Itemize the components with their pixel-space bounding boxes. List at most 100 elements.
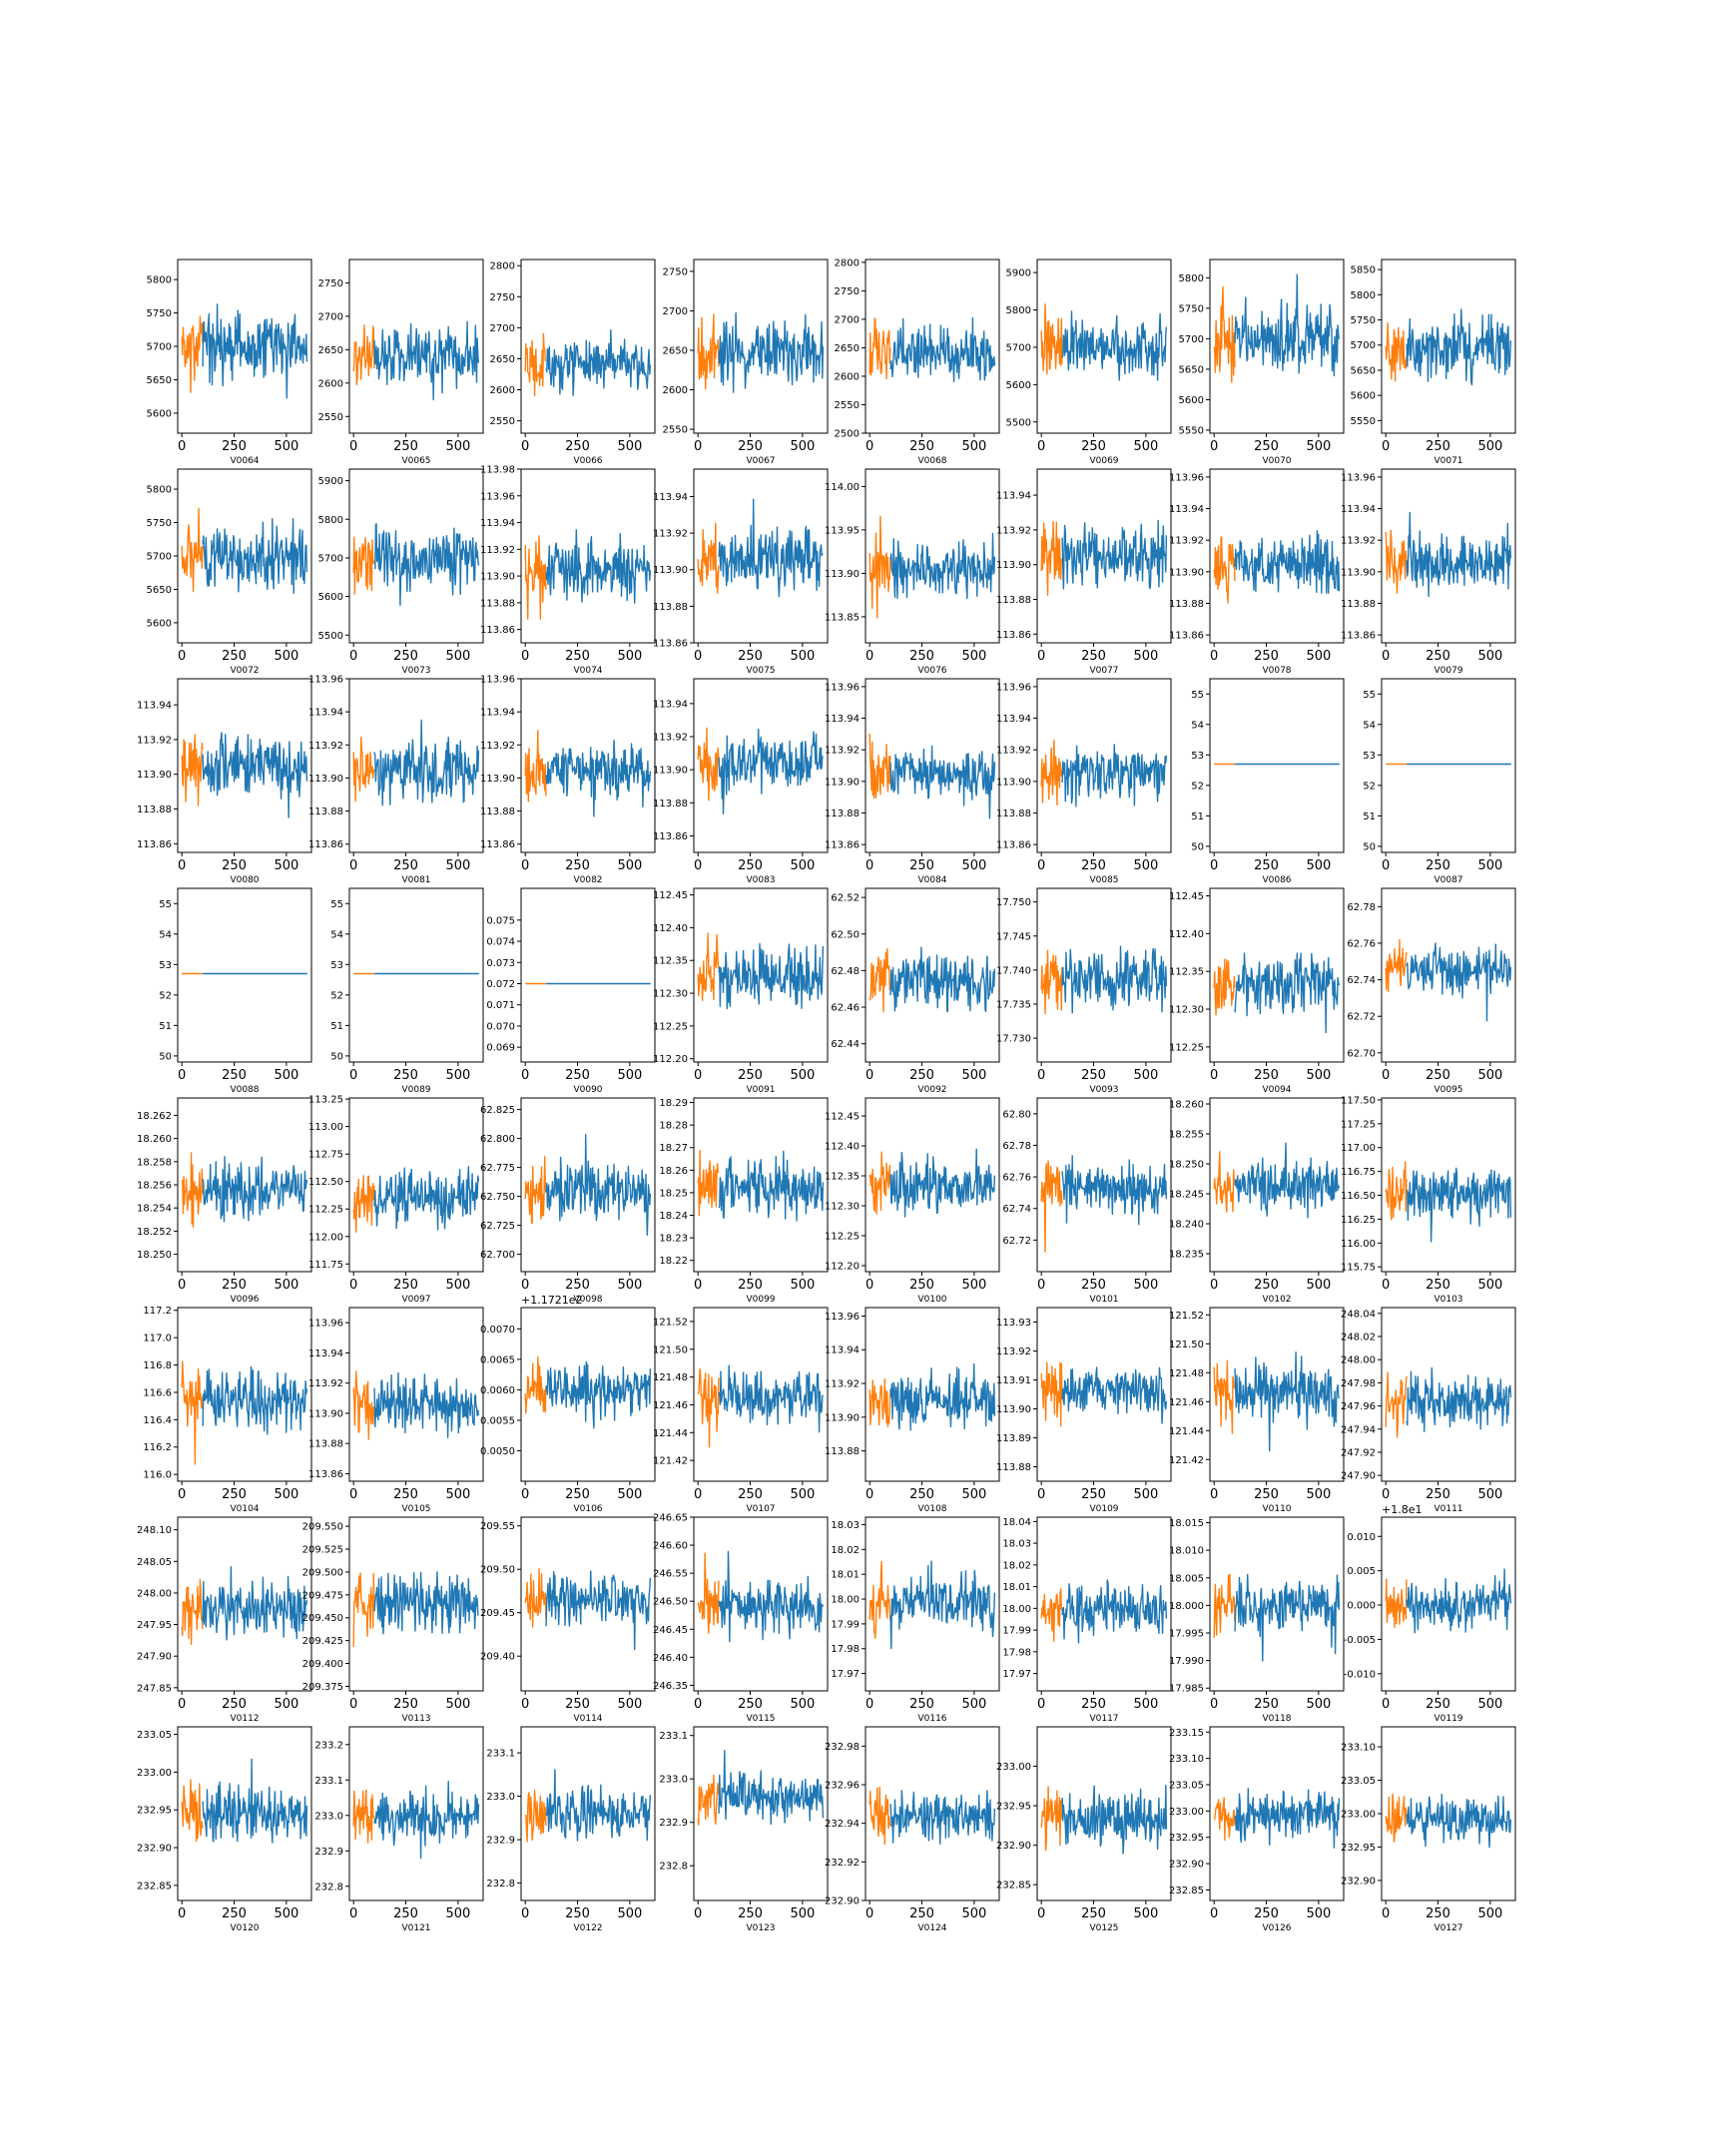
x-tick-label: 500 [617,1697,642,1712]
series-train-line [868,1151,891,1215]
y-tick-label: 17.98 [1002,1647,1031,1658]
x-axis-label: V0091 [746,1085,775,1095]
x-axis-label: V0101 [1089,1295,1118,1305]
axes-frame [693,1097,829,1273]
y-tick-label: 2750 [835,286,860,297]
x-axis-label: V0067 [746,456,775,466]
y-tick-label: 2750 [663,267,688,277]
axes-frame [1381,1307,1516,1482]
subplot-V0077: 113.86 113.88 113.90 113.92 113.94 0 250 500 V00… [996,468,1172,676]
y-tick-label: 232.8 [314,1882,343,1892]
y-tick-label: 112.35 [825,1172,860,1183]
y-tick-label: 62.800 [480,1134,515,1145]
y-tick-label: 247.95 [137,1620,172,1631]
y-tick-label: 5650 [147,375,172,386]
y-tick-label: 17.730 [996,1034,1031,1045]
y-tick-label: 53 [1363,751,1376,762]
y-tick-label: 113.96 [825,1312,860,1323]
subplot-V0126: 232.85 232.90 232.95 233.00 233.05 233.10 233.… [1169,1726,1345,1933]
subplot-V0102: 18.235 18.240 18.245 18.250 18.255 18.260 0 250… [1169,1097,1345,1305]
y-tick-label: 113.94 [308,1348,343,1359]
x-tick-label: 250 [1426,1906,1450,1921]
y-tick-label: 113.92 [653,733,688,744]
y-tick-label: 209.55 [480,1521,515,1532]
series-train-line [697,522,720,594]
y-tick-label: 0.070 [486,1021,515,1032]
series-train-line [1040,949,1063,1015]
y-tick-label: 112.45 [825,1112,860,1123]
x-axis-label: V0116 [917,1714,946,1724]
x-tick-label: 250 [909,1278,934,1293]
x-tick-label: 500 [274,1906,298,1921]
x-axis-label: V0082 [573,875,602,885]
x-tick-label: 0 [694,1697,702,1712]
x-tick-label: 0 [178,1697,186,1712]
y-tick-label: 113.92 [480,741,515,752]
x-tick-label: 500 [274,1697,298,1712]
subplot-V0108: 113.88 113.90 113.92 113.94 113.96 0 250 500 V01… [825,1307,1000,1514]
series-train-line [1385,1793,1408,1843]
y-tick-label: 209.475 [302,1590,343,1601]
y-tick-label: 2650 [490,354,515,365]
y-tick-label: 18.03 [831,1520,860,1531]
y-tick-label: 117.0 [143,1334,172,1345]
x-tick-label: 0 [694,1487,702,1502]
axes-frame [348,1726,484,1901]
subplot-V0093: 17.730 17.735 17.740 17.745 17.750 0 250 500 V00… [996,887,1172,1095]
series-train-line [697,1774,720,1826]
y-tick-label: -0.010 [1344,1669,1376,1680]
axes-frame [1036,1307,1172,1482]
series-test-line [1061,1155,1168,1226]
x-tick-label: 500 [1477,1697,1502,1712]
x-tick-label: 500 [274,1278,298,1293]
subplot-V0094: 112.25 112.30 112.35 112.40 112.45 0 250 500 V00… [1169,887,1345,1095]
x-tick-label: 250 [565,1487,590,1502]
y-tick-label: 112.40 [825,1142,860,1153]
x-tick-label: 500 [617,1487,642,1502]
x-tick-label: 250 [1081,1487,1106,1502]
y-tick-label: 113.86 [996,840,1031,851]
x-tick-label: 0 [349,439,357,454]
series-test-line [202,732,308,818]
y-tick-label: 0.0070 [480,1325,515,1336]
y-tick-label: 113.90 [480,774,515,785]
y-tick-label: 247.94 [1341,1424,1376,1435]
y-tick-label: 113.88 [308,807,343,817]
x-tick-label: 250 [1426,1278,1450,1293]
y-tick-label: 232.95 [996,1802,1031,1813]
y-tick-label: 112.40 [653,923,688,934]
y-tick-label: 112.25 [825,1232,860,1243]
y-tick-label: 247.90 [137,1652,172,1663]
y-tick-label: 246.65 [653,1513,688,1524]
y-tick-label: 209.425 [302,1636,343,1647]
y-tick-label: 121.42 [653,1456,688,1467]
series-train-line [352,1175,375,1234]
x-tick-label: 0 [865,858,873,873]
y-tick-label: 116.0 [143,1470,172,1481]
axes-frame [864,887,1000,1063]
y-tick-label: 5700 [318,553,343,564]
series-train-line [697,1367,720,1448]
x-tick-label: 500 [961,1278,986,1293]
y-tick-label: 5500 [318,631,343,642]
series-test-line [718,942,825,1010]
y-tick-label: 113.92 [480,545,515,556]
x-tick-label: 250 [565,439,590,454]
x-axis-label: V0064 [230,456,259,466]
x-tick-label: 500 [790,1906,815,1921]
axes-frame [348,678,484,853]
y-tick-label: 121.48 [1169,1368,1204,1379]
x-tick-label: 250 [393,1697,418,1712]
subplot-V0127: 232.90 232.95 233.00 233.05 233.10 0 250 500 V01… [1341,1726,1516,1933]
y-tick-label: 116.8 [143,1360,172,1371]
x-tick-label: 500 [790,1697,815,1712]
subplot-V0084: 113.86 113.88 113.90 113.92 113.94 113.96 0 250… [825,678,1000,885]
y-tick-label: 50 [1363,841,1376,852]
y-tick-label: 113.90 [825,1412,860,1423]
y-tick-label: 62.48 [831,966,860,977]
y-tick-label: 113.86 [308,839,343,850]
series-train-line [524,535,547,620]
y-tick-label: 233.1 [659,1731,688,1742]
x-tick-label: 0 [1382,1068,1390,1083]
